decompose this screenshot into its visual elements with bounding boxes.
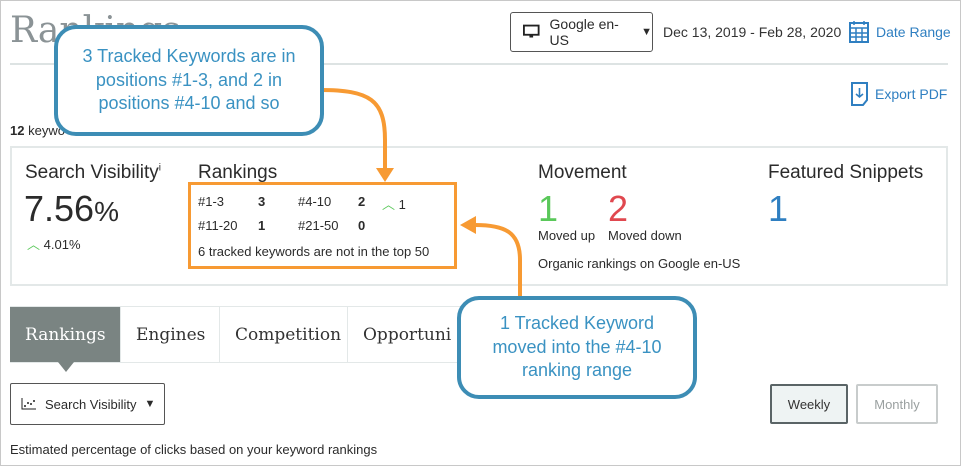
search-visibility-value: 7.56% — [24, 188, 119, 229]
weekly-button[interactable]: Weekly — [770, 384, 848, 424]
date-range-link[interactable]: Date Range — [848, 20, 951, 44]
keyword-count-text: keywo — [28, 123, 65, 138]
arrowhead-1 — [376, 168, 394, 182]
date-range-text: Dec 13, 2019 - Feb 28, 2020 — [663, 24, 842, 40]
monthly-button[interactable]: Monthly — [856, 384, 938, 424]
callout-rankings: 3 Tracked Keywords are in positions #1-3… — [54, 25, 324, 136]
tab-opportunities[interactable]: Opportuni — [363, 324, 452, 345]
rankings-heading: Rankings — [198, 162, 278, 183]
file-download-icon — [851, 82, 868, 106]
rankings-note: 6 tracked keywords are not in the top 50 — [198, 244, 430, 259]
tab-engines[interactable]: Engines — [121, 307, 220, 362]
engine-dropdown[interactable]: Google en-US ▼ — [510, 12, 653, 52]
featured-snippets-value: 1 — [768, 188, 789, 229]
summary-card — [10, 146, 948, 286]
callout-movement: 1 Tracked Keyword moved into the #4-10 r… — [457, 296, 697, 399]
featured-snippets-heading: Featured Snippets — [768, 162, 924, 183]
export-label: Export PDF — [875, 86, 948, 102]
arrow-2 — [474, 223, 522, 298]
up-arrow-icon: ︿ — [382, 197, 396, 212]
metric-label: Search Visibility — [45, 396, 137, 412]
tab-rankings[interactable]: Rankings — [10, 307, 121, 372]
moved-down-label: Moved down — [608, 228, 682, 243]
calendar-icon — [849, 21, 869, 43]
up-arrow-icon: ︿ — [27, 237, 41, 252]
info-icon[interactable]: i — [158, 162, 161, 174]
movement-heading: Movement — [538, 162, 627, 183]
keyword-count-number: 12 — [10, 123, 25, 138]
rank-4-10: #4-10 2 ︿ 1 — [298, 194, 406, 212]
moved-up-label: Moved up — [538, 228, 596, 243]
rank-1-3: #1-3 3 — [198, 194, 266, 209]
caret-down-icon: ▼ — [144, 398, 156, 410]
rank-21-50: #21-50 0 — [298, 218, 366, 233]
annotation-highlight — [188, 182, 457, 269]
caret-down-icon: ▼ — [641, 26, 652, 38]
moved-up-count: 1 — [538, 188, 559, 229]
divider — [10, 63, 948, 65]
metric-description: Estimated percentage of clicks based on … — [10, 442, 378, 457]
tab-competition[interactable]: Competition — [220, 307, 348, 362]
monitor-icon — [523, 24, 540, 38]
date-range-label: Date Range — [876, 24, 951, 40]
rank-11-20: #11-20 1 — [198, 218, 266, 233]
engine-label: Google en-US — [549, 16, 619, 48]
metric-dropdown[interactable]: Search Visibility ▼ — [10, 383, 165, 425]
arrowhead-2 — [460, 216, 476, 234]
export-pdf-link[interactable]: Export PDF — [851, 82, 947, 106]
search-visibility-change: ︿ 4.01% — [27, 237, 81, 252]
moved-down-count: 2 — [608, 188, 629, 229]
search-visibility-heading: Search Visibilityi — [25, 162, 161, 183]
tab-bar: Rankings Engines Competition Opportuni — [10, 306, 468, 372]
movement-note: Organic rankings on Google en-US — [538, 256, 741, 271]
arrow-1 — [319, 88, 387, 170]
chart-icon — [21, 398, 36, 410]
keyword-count: 12 keywo — [10, 123, 65, 138]
